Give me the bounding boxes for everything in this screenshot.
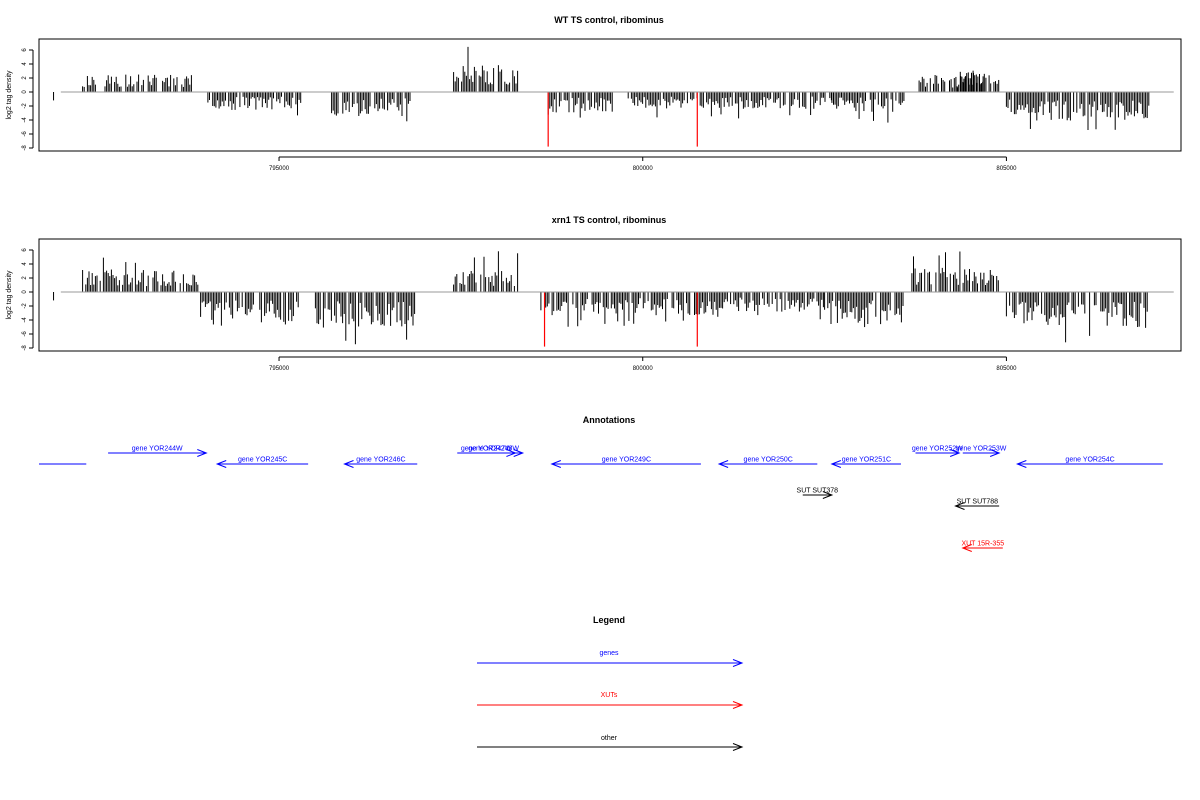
wt-signal-bars xyxy=(53,46,1150,130)
feature-label: gene YOR247W xyxy=(461,446,512,453)
annotation-feature: gene YOR254C xyxy=(1015,457,1163,468)
xrn1-y-ticks: -8 -6 -4 -2 0 2 4 6 xyxy=(22,248,34,351)
feature-label: XUT 15R-355 xyxy=(961,541,1004,548)
legend-arrow-genes xyxy=(477,659,744,667)
xrn1-x-tick-label: 805000 xyxy=(996,366,1017,372)
xrn1-x-ticks: 795000 800000 805000 xyxy=(269,356,1017,372)
xrn1-y-tick-label: -2 xyxy=(22,303,28,309)
arrowhead-left xyxy=(215,460,227,468)
feature-label: gene YOR251C xyxy=(842,457,891,464)
wt-y-tick-label: 2 xyxy=(22,76,28,80)
annotation-feature: gene YOR248W xyxy=(464,446,525,457)
arrowhead-left xyxy=(343,460,354,468)
annotation-feature: gene YOR245C xyxy=(215,457,309,468)
legend-label-genes: genes xyxy=(599,650,619,657)
xrn1-y-tick-label: 4 xyxy=(22,262,28,266)
legend-label-xuts: XUTs xyxy=(601,692,618,699)
arrowhead-right xyxy=(989,449,1001,457)
wt-y-tick-label: 6 xyxy=(22,48,28,52)
annotation-feature: gene YOR252W xyxy=(912,446,963,457)
annotation-feature: gene YOR253W xyxy=(956,446,1007,457)
wt-x-ticks: 795000 800000 805000 xyxy=(269,156,1017,172)
annotation-feature: gene YOR251C xyxy=(830,457,901,468)
wt-y-tick-label: 4 xyxy=(22,62,28,66)
wt-x-tick-label: 805000 xyxy=(996,166,1017,172)
wt-y-tick-label: -8 xyxy=(22,145,28,151)
xrn1-x-tick-label: 795000 xyxy=(269,366,290,372)
feature-label: gene YOR244W xyxy=(132,446,183,453)
arrowhead-right xyxy=(822,491,834,499)
wt-x-tick-label: 795000 xyxy=(269,166,290,172)
arrowhead-left xyxy=(830,460,842,468)
legend-title: Legend xyxy=(593,615,625,625)
xrn1-y-tick-label: -8 xyxy=(22,345,28,351)
annotation-feature: gene YOR250C xyxy=(717,457,818,468)
xrn1-plot-frame xyxy=(38,238,1182,352)
xrn1-signal-bars xyxy=(53,251,1148,345)
legend-arrow-xuts xyxy=(477,701,744,709)
annotation-features: gene YOR244W gene YOR245C gene YOR246C gene… xyxy=(39,446,1163,552)
arrowhead-left xyxy=(961,544,972,552)
annotation-feature: gene YOR249C xyxy=(550,457,701,468)
annotation-feature: SUT SUT788 xyxy=(954,499,1000,510)
wt-y-tick-label: 0 xyxy=(22,90,28,94)
wt-y-axis-label: log2 tag density xyxy=(6,70,13,120)
legend-arrowhead xyxy=(732,701,744,709)
xrn1-y-tick-label: -4 xyxy=(22,317,28,323)
annotation-feature: gene YOR246C xyxy=(343,457,418,468)
legend-arrowhead xyxy=(732,659,744,667)
xrn1-track-title: xrn1 TS control, ribominus xyxy=(552,215,667,225)
feature-label: gene YOR253W xyxy=(956,446,1007,453)
xrn1-x-tick-label: 800000 xyxy=(633,366,654,372)
legend-item-genes: genes xyxy=(477,650,744,667)
wt-y-ticks: -8 -6 -4 -2 0 2 4 6 xyxy=(22,48,34,151)
xrn1-highlight-lines xyxy=(543,292,698,347)
annotations-title: Annotations xyxy=(583,415,636,425)
feature-label: gene YOR248W xyxy=(468,446,519,453)
arrowhead-right xyxy=(513,449,525,457)
feature-label: SUT SUT378 xyxy=(797,488,839,495)
arrowhead-left xyxy=(954,502,965,510)
legend-label-other: other xyxy=(601,735,618,742)
xrn1-y-tick-label: 6 xyxy=(22,248,28,252)
xrn1-track-panel: xrn1 TS control, ribominus log2 tag dens… xyxy=(6,215,1182,372)
feature-label: gene YOR254C xyxy=(1065,457,1114,464)
xrn1-y-tick-label: -6 xyxy=(22,331,28,337)
arrowhead-left xyxy=(1015,460,1027,468)
annotation-feature: XUT 15R-355 xyxy=(961,541,1004,552)
feature-label: SUT SUT788 xyxy=(957,499,999,506)
feature-label: gene YOR250C xyxy=(744,457,793,464)
xrn1-y-axis-label: log2 tag density xyxy=(6,270,13,320)
wt-x-tick-label: 800000 xyxy=(633,166,654,172)
annotation-feature: gene YOR244W xyxy=(108,446,208,457)
xrn1-y-tick-label: 2 xyxy=(22,276,28,280)
arrowhead-left xyxy=(550,460,561,468)
annotation-feature: SUT SUT378 xyxy=(797,488,839,499)
arrowhead-right xyxy=(949,449,961,457)
feature-label: gene YOR252W xyxy=(912,446,963,453)
xrn1-y-tick-label: 0 xyxy=(22,290,28,294)
arrowhead-left xyxy=(717,460,729,468)
legend-item-xuts: XUTs xyxy=(477,692,744,709)
feature-label: gene YOR245C xyxy=(238,457,287,464)
feature-label: gene YOR246C xyxy=(356,457,405,464)
wt-track-title: WT TS control, ribominus xyxy=(554,15,664,25)
wt-highlight-lines xyxy=(547,92,698,147)
feature-label: gene YOR249C xyxy=(602,457,651,464)
wt-plot-frame xyxy=(38,38,1182,152)
arrowhead-right xyxy=(197,449,208,457)
wt-y-tick-label: -6 xyxy=(22,131,28,137)
legend-item-other: other xyxy=(477,735,744,751)
wt-track-panel: WT TS control, ribominus log2 tag densit… xyxy=(6,15,1182,172)
legend-arrow-other xyxy=(477,743,744,751)
legend-arrowhead xyxy=(732,743,744,751)
legend-panel: Legend genes XUTs other xyxy=(477,615,744,751)
wt-y-tick-label: -4 xyxy=(22,117,28,123)
wt-y-tick-label: -2 xyxy=(22,103,28,109)
